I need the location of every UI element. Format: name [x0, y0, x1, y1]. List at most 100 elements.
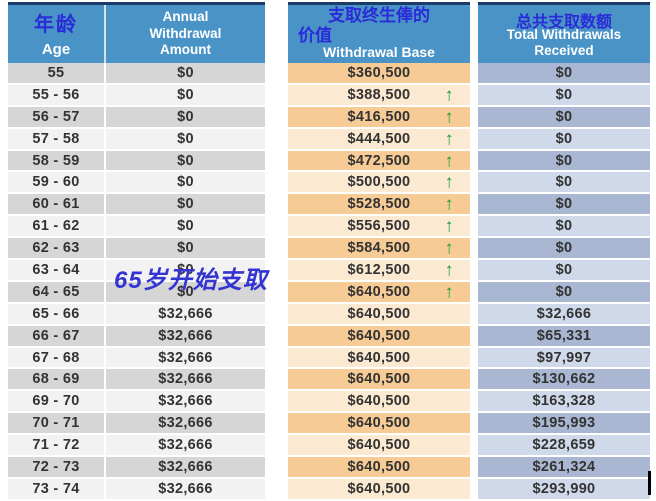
withdrawal-base-cell: $360,500	[288, 63, 470, 85]
annual-amount-cell: $32,666	[106, 435, 265, 458]
withdrawal-base-cell: $444,500 ↑	[288, 128, 470, 151]
base-label-english: Withdrawal Base	[323, 44, 435, 60]
header-age-annual-block: 年龄 Age Annual Withdrawal Amount	[8, 2, 265, 63]
total-received-cell-value: $130,662	[532, 371, 596, 388]
withdrawal-base-cell-value: $640,500	[347, 283, 411, 300]
total-received-cell-value: $0	[555, 152, 573, 169]
total-received-cell-value: $97,997	[536, 349, 592, 366]
age-cell-value: 68 - 69	[32, 371, 80, 388]
age-cell: 59 - 60	[8, 172, 104, 195]
annual-amount-cell-value: $0	[177, 218, 194, 235]
total-column: $0 $0 $0 $0 $0 $0 $0 $0 $0 $0 $0 $32,666 $65,331 $97,…	[478, 63, 650, 501]
withdrawal-base-cell-value: $640,500	[347, 393, 411, 410]
annual-header-line3: Amount	[160, 42, 211, 58]
total-label-chinese: 总共支取数额	[515, 14, 612, 31]
annual-amount-cell: $0	[106, 194, 265, 217]
total-received-cell: $65,331	[478, 325, 650, 348]
total-received-cell: $130,662	[478, 369, 650, 392]
total-received-cell-value: $228,659	[532, 437, 596, 454]
annual-amount-cell: $0	[106, 106, 265, 129]
annual-header-line1: Annual	[162, 8, 209, 24]
age-cell-value: 64 - 65	[32, 283, 80, 300]
total-received-cell-value: $0	[555, 64, 573, 81]
withdrawal-base-cell: $640,500	[288, 347, 470, 370]
withdrawal-base-cell: $500,500 ↑	[288, 171, 470, 195]
age-label-english: Age	[41, 41, 71, 58]
total-received-cell-value: $65,331	[536, 327, 592, 344]
withdrawal-base-cell: $528,500 ↑	[288, 194, 470, 217]
annual-amount-cell: $0	[106, 281, 265, 304]
age-cell-value: 65 - 66	[32, 305, 80, 322]
age-cell: 61 - 62	[8, 216, 104, 239]
age-cell: 62 - 63	[8, 238, 104, 261]
withdrawal-base-cell-value: $640,500	[347, 305, 411, 322]
age-cell-value: 73 - 74	[32, 480, 80, 497]
age-cell: 69 - 70	[8, 391, 104, 414]
total-received-cell-value: $0	[555, 240, 573, 257]
withdrawal-base-cell: $640,500	[288, 478, 470, 501]
increase-arrow-icon: ↑	[444, 237, 454, 258]
annual-amount-cell-value: $0	[177, 152, 194, 169]
annual-amount-cell-value: $0	[177, 174, 194, 191]
base-column: $360,500 $388,500 ↑ $416,500 ↑ $444,500 ↑ $472,…	[288, 63, 470, 501]
age-cell: 60 - 61	[8, 194, 104, 217]
age-label-chinese: 年龄	[34, 14, 78, 36]
annual-column: $0 $0 $0 $0 $0 $0 $0 $0 $0 $0 $0 $32,666 $32,666 $32,…	[106, 63, 265, 501]
age-cell-value: 63 - 64	[32, 261, 80, 278]
increase-arrow-icon: ↑	[444, 171, 454, 192]
increase-arrow-icon: ↑	[444, 259, 454, 280]
annual-amount-cell-value: $32,666	[158, 458, 213, 475]
age-cell-value: 55 - 56	[32, 86, 80, 103]
total-received-cell-value: $195,993	[532, 415, 596, 432]
age-cell: 71 - 72	[8, 435, 104, 458]
annual-amount-cell: $32,666	[106, 413, 265, 436]
withdrawal-base-cell-value: $472,500	[347, 152, 411, 169]
annual-amount-cell-value: $32,666	[158, 305, 213, 322]
total-received-cell-value: $0	[555, 196, 573, 213]
annual-amount-cell-value: $32,666	[158, 349, 213, 366]
total-received-cell: $0	[478, 150, 650, 173]
withdrawal-base-cell-value: $640,500	[347, 458, 411, 475]
total-received-cell: $0	[478, 281, 650, 304]
increase-arrow-icon: ↑	[444, 84, 454, 105]
age-cell-value: 57 - 58	[32, 130, 80, 147]
total-received-cell-value: $32,666	[536, 305, 592, 322]
age-cell: 56 - 57	[8, 106, 104, 129]
withdrawal-base-cell: $640,500 ↑	[288, 281, 470, 304]
annual-amount-cell: $32,666	[106, 325, 265, 348]
withdrawal-base-cell-value: $640,500	[347, 349, 411, 366]
total-received-cell-value: $0	[555, 261, 573, 278]
increase-arrow-icon: ↑	[444, 149, 454, 170]
annual-amount-cell: $32,666	[106, 478, 265, 501]
withdrawal-base-cell: $640,500	[288, 303, 470, 326]
annual-amount-cell-value: $32,666	[158, 327, 213, 344]
total-received-cell-value: $293,990	[532, 480, 596, 497]
withdrawal-base-cell: $472,500 ↑	[288, 149, 470, 173]
total-received-cell: $0	[478, 194, 650, 217]
age-cell: 66 - 67	[8, 325, 104, 348]
annual-amount-cell-value: $0	[177, 283, 194, 300]
total-received-cell: $0	[478, 260, 650, 282]
age-column: 55 55 - 56 56 - 57 57 - 58 58 - 59 59 - 60 60 …	[8, 63, 104, 501]
annual-amount-cell-value: $0	[177, 130, 194, 147]
annual-amount-cell-value: $32,666	[158, 437, 213, 454]
age-cell: 72 - 73	[8, 457, 104, 479]
annual-amount-cell-value: $32,666	[158, 415, 213, 432]
withdrawal-base-cell: $388,500 ↑	[288, 84, 470, 107]
increase-arrow-icon: ↑	[444, 281, 454, 302]
withdrawal-base-cell-value: $640,500	[347, 371, 411, 388]
increase-arrow-icon: ↑	[444, 215, 454, 236]
annual-amount-cell-value: $32,666	[158, 480, 213, 497]
total-received-cell: $228,659	[478, 435, 650, 458]
age-cell-value: 60 - 61	[32, 196, 80, 213]
age-cell: 55 - 56	[8, 84, 104, 107]
total-received-cell: $293,990	[478, 478, 650, 501]
age-cell-value: 71 - 72	[32, 437, 80, 454]
annual-amount-cell-value: $0	[177, 196, 194, 213]
total-received-cell: $0	[478, 84, 650, 107]
total-received-cell-value: $0	[555, 86, 573, 103]
withdrawal-base-cell-value: $640,500	[347, 437, 411, 454]
total-label-english-line1: Total Withdrawals	[506, 26, 622, 42]
age-cell-value: 70 - 71	[32, 415, 80, 432]
start-withdrawal-annotation: 65岁开始支取	[114, 267, 268, 294]
